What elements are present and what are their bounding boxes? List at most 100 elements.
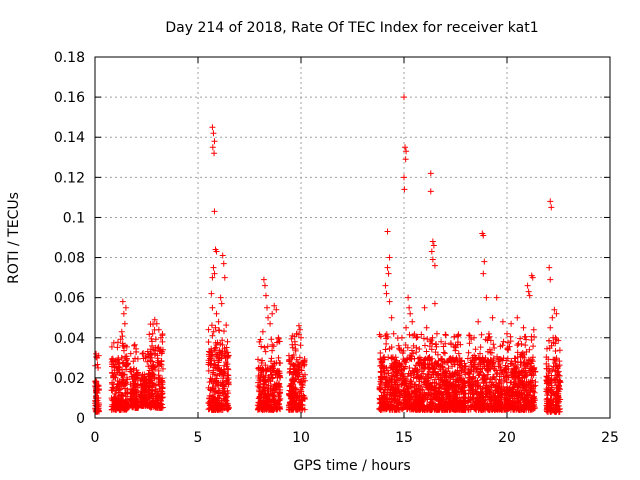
data-point — [286, 402, 293, 409]
data-point — [527, 363, 534, 370]
data-point — [153, 320, 160, 327]
data-point — [407, 352, 414, 359]
data-point — [401, 390, 408, 397]
data-point — [378, 392, 385, 399]
data-point — [444, 392, 451, 399]
data-point — [401, 358, 408, 365]
data-point — [216, 405, 223, 412]
data-point — [400, 365, 407, 372]
data-point — [388, 314, 395, 321]
data-point — [545, 365, 552, 372]
data-point — [431, 396, 438, 403]
data-point — [132, 355, 139, 362]
data-point — [455, 386, 462, 393]
data-point — [114, 339, 121, 346]
data-point — [157, 397, 164, 404]
data-point — [297, 379, 304, 386]
data-point — [451, 357, 458, 364]
data-point — [523, 348, 530, 355]
data-point — [426, 366, 433, 373]
data-point — [294, 394, 301, 401]
y-tick-label: 0.1 — [63, 210, 85, 226]
data-point — [430, 369, 437, 376]
data-point — [528, 379, 535, 386]
data-point — [501, 397, 508, 404]
data-point — [223, 404, 230, 411]
y-tick-label: 0 — [76, 411, 85, 427]
data-point — [438, 356, 445, 363]
data-point — [290, 390, 297, 397]
data-point — [416, 354, 423, 361]
data-point — [479, 393, 486, 400]
data-point — [437, 389, 444, 396]
data-point — [510, 403, 517, 410]
data-point — [478, 359, 485, 366]
data-point — [289, 377, 296, 384]
data-point — [292, 347, 299, 354]
data-point — [409, 403, 416, 410]
data-point — [224, 365, 231, 372]
data-point — [490, 402, 497, 409]
data-point — [526, 367, 533, 374]
data-point — [527, 389, 534, 396]
data-point — [264, 304, 271, 311]
data-point — [385, 370, 392, 377]
data-point — [291, 338, 298, 345]
data-point — [122, 353, 129, 360]
data-point — [210, 130, 217, 137]
data-point — [402, 144, 409, 151]
data-point — [392, 381, 399, 388]
data-point — [211, 208, 218, 215]
data-point — [276, 338, 283, 345]
data-point — [405, 383, 412, 390]
data-point — [209, 395, 216, 402]
data-point — [477, 369, 484, 376]
data-point — [262, 362, 269, 369]
data-point — [431, 385, 438, 392]
data-point — [293, 356, 300, 363]
data-point — [409, 318, 416, 325]
data-point — [525, 288, 532, 295]
data-point — [389, 406, 396, 413]
data-point — [269, 347, 276, 354]
data-point — [272, 386, 279, 393]
data-point — [521, 398, 528, 405]
data-point — [472, 364, 479, 371]
data-point — [478, 331, 485, 338]
data-point — [208, 345, 215, 352]
data-point — [273, 406, 280, 413]
data-point — [293, 397, 300, 404]
data-point — [431, 406, 438, 413]
data-point — [545, 337, 552, 344]
data-point — [543, 345, 550, 352]
data-point — [276, 389, 283, 396]
data-point — [514, 349, 521, 356]
data-point — [151, 316, 158, 323]
data-point — [471, 395, 478, 402]
data-point — [483, 294, 490, 301]
data-point — [552, 334, 559, 341]
y-tick-label: 0.14 — [54, 130, 85, 146]
data-point — [423, 348, 430, 355]
data-point — [92, 402, 99, 409]
data-point — [454, 333, 461, 340]
data-point — [269, 363, 276, 370]
data-point — [289, 395, 296, 402]
data-point — [474, 397, 481, 404]
data-point — [462, 363, 469, 370]
data-point — [133, 384, 140, 391]
data-point — [287, 368, 294, 375]
data-point — [523, 372, 530, 379]
data-point — [526, 357, 533, 364]
data-point — [209, 274, 216, 281]
data-point — [209, 332, 216, 339]
y-tick-label: 0.08 — [54, 251, 85, 267]
data-point — [261, 391, 268, 398]
data-point — [504, 339, 511, 346]
data-point — [119, 376, 126, 383]
data-point — [478, 406, 485, 413]
data-point — [265, 374, 272, 381]
plot-frame — [94, 56, 611, 419]
data-point — [117, 336, 124, 343]
data-point — [258, 357, 265, 364]
